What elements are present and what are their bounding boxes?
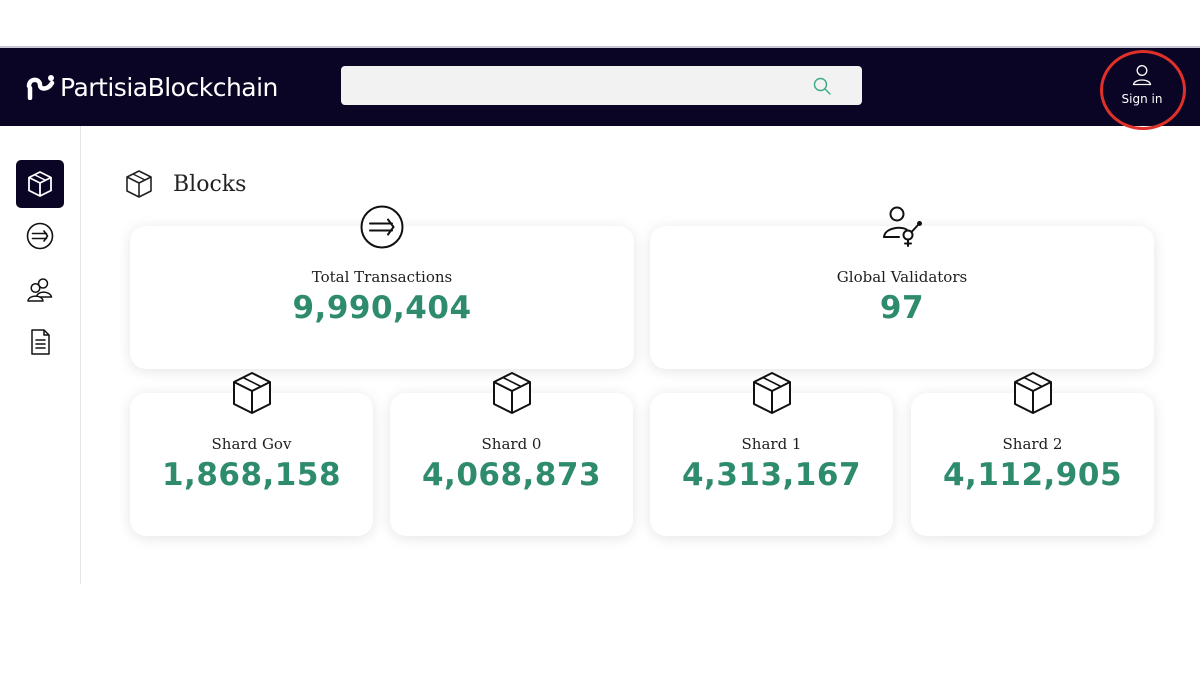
card-label: Shard Gov [211, 435, 292, 453]
total-transactions-card[interactable]: Total Transactions 9,990,404 [130, 205, 634, 369]
card-value: 9,990,404 [292, 290, 472, 326]
page-title: Blocks [173, 171, 247, 197]
cube-icon [28, 171, 52, 197]
card-value: 97 [879, 290, 925, 326]
transfer-icon [360, 205, 404, 249]
card-label: Global Validators [836, 268, 968, 286]
card-label: Shard 1 [741, 435, 802, 453]
sign-in-label: Sign in [1121, 92, 1163, 106]
cube-icon [752, 372, 791, 414]
card-value: 1,868,158 [161, 457, 342, 493]
sidebar-item-blocks[interactable] [16, 160, 64, 208]
card-value: 4,112,905 [942, 457, 1123, 493]
sign-in-button[interactable]: Sign in [1106, 62, 1178, 114]
shard-1-card[interactable]: Shard 1 4,313,167 [650, 372, 893, 536]
sidebar-item-validators[interactable] [16, 266, 64, 314]
cube-icon [232, 372, 271, 414]
sidebar-item-transactions[interactable] [16, 212, 64, 260]
header-bar: PartisiaBlockchain Sign in [0, 48, 1200, 126]
card-label: Shard 2 [1002, 435, 1063, 453]
sidebar [0, 126, 81, 584]
logo[interactable]: PartisiaBlockchain [26, 70, 278, 104]
search-input[interactable] [341, 66, 801, 105]
page-heading: Blocks [123, 168, 246, 200]
shard-gov-card[interactable]: Shard Gov 1,868,158 [130, 372, 373, 536]
global-validators-card[interactable]: Global Validators 97 [650, 206, 1154, 369]
card-label: Shard 0 [481, 435, 542, 453]
top-divider [0, 46, 1200, 48]
partisia-logo-icon [26, 75, 55, 100]
cube-icon [126, 170, 152, 198]
shard-2-card[interactable]: Shard 2 4,112,905 [911, 372, 1154, 536]
card-value: 4,313,167 [681, 457, 862, 493]
card-label: Total Transactions [311, 268, 453, 286]
sidebar-item-contracts[interactable] [16, 318, 64, 366]
logo-text: PartisiaBlockchain [60, 72, 278, 102]
shard-0-card[interactable]: Shard 0 4,068,873 [390, 372, 633, 536]
document-icon [31, 329, 50, 355]
transfer-icon [26, 222, 54, 250]
user-icon [1132, 65, 1152, 86]
cube-icon [1013, 372, 1052, 414]
cube-icon [492, 372, 531, 414]
card-value: 4,068,873 [421, 457, 602, 493]
validators-icon [883, 206, 922, 247]
search-bar [341, 66, 862, 105]
search-icon[interactable] [812, 76, 832, 96]
users-icon [27, 278, 53, 302]
